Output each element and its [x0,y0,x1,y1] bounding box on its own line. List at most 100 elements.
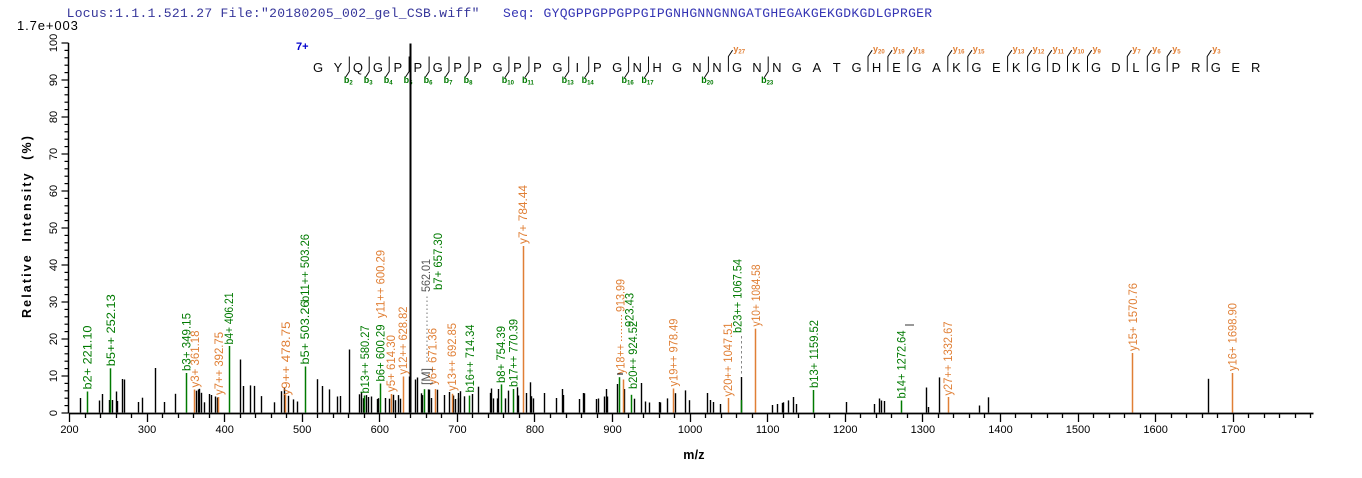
svg-text:H: H [872,60,881,75]
svg-text:y9: y9 [1093,44,1102,56]
svg-text:y20: y20 [873,44,885,56]
svg-text:b13+ 1159.52: b13+ 1159.52 [807,320,821,388]
svg-text:D: D [1111,60,1120,75]
svg-text:y6: y6 [1152,44,1161,56]
svg-text:y19: y19 [893,44,905,56]
svg-text:90: 90 [48,74,60,86]
svg-text:Y: Y [334,60,343,75]
svg-text:20: 20 [48,333,60,345]
svg-text:G: G [492,60,502,75]
svg-text:b6: b6 [424,75,434,87]
svg-text:60: 60 [48,185,60,197]
svg-text:b5++ 252.13: b5++ 252.13 [104,294,118,366]
svg-text:300: 300 [138,424,156,436]
svg-text:b16: b16 [622,75,635,87]
svg-text:G: G [971,60,981,75]
svg-text:b11: b11 [522,75,535,87]
svg-text:600: 600 [371,424,389,436]
svg-text:400: 400 [216,424,234,436]
svg-text:b10: b10 [502,75,515,87]
svg-text:y27++ 1332.67: y27++ 1332.67 [941,321,955,395]
svg-text:b2: b2 [344,75,354,87]
svg-text:b2+ 221.10: b2+ 221.10 [81,325,95,389]
svg-text:y19++ 978.49: y19++ 978.49 [667,318,681,386]
svg-text:G: G [373,60,383,75]
svg-text:G: G [552,60,562,75]
svg-text:y12: y12 [1033,44,1045,56]
svg-text:1000: 1000 [678,424,702,436]
svg-text:Relative Intensity (%): Relative Intensity (%) [20,134,34,318]
svg-text:200: 200 [60,424,78,436]
svg-text:900: 900 [603,424,621,436]
svg-text:m/z: m/z [683,448,704,462]
svg-text:G: G [612,60,622,75]
svg-text:P: P [473,60,482,75]
svg-text:y13: y13 [1013,44,1025,56]
svg-text:y7++ 392.75: y7++ 392.75 [212,332,226,395]
svg-text:1300: 1300 [911,424,935,436]
svg-text:7+: 7+ [296,41,309,53]
svg-text:700: 700 [448,424,466,436]
svg-text:800: 800 [526,424,544,436]
svg-text:1200: 1200 [833,424,857,436]
svg-text:T: T [833,60,841,75]
svg-text:1700: 1700 [1221,424,1245,436]
svg-text:R: R [1251,60,1260,75]
svg-text:b16++ 714.34: b16++ 714.34 [463,324,477,392]
svg-text:40: 40 [48,259,60,271]
svg-text:913.99: 913.99 [614,279,628,312]
svg-text:K: K [1012,60,1021,75]
svg-text:b3+ 349.15: b3+ 349.15 [179,313,193,371]
svg-text:100: 100 [48,34,60,52]
svg-text:80: 80 [48,111,60,123]
svg-text:y13++ 692.85: y13++ 692.85 [445,323,459,391]
svg-text:A: A [932,60,941,75]
svg-text:10: 10 [48,370,60,382]
svg-text:N: N [692,60,701,75]
svg-text:b7+ 657.30: b7+ 657.30 [431,233,445,290]
svg-text:y5: y5 [1172,44,1181,56]
svg-text:D: D [1052,60,1061,75]
svg-text:1400: 1400 [988,424,1012,436]
svg-text:R: R [1191,60,1200,75]
svg-text:b20: b20 [701,75,714,87]
svg-text:1.7e+003: 1.7e+003 [17,18,79,33]
svg-text:1500: 1500 [1066,424,1090,436]
svg-text:y18: y18 [913,44,925,56]
svg-text:b20++ 924.52: b20++ 924.52 [626,321,640,389]
svg-text:Q: Q [353,60,363,75]
svg-text:H: H [652,60,661,75]
svg-text:b13: b13 [562,75,575,87]
svg-text:y10+ 1084.58: y10+ 1084.58 [749,264,763,326]
svg-text:Locus:1.1.1.521.27 File:"20180: Locus:1.1.1.521.27 File:"20180205_002_ge… [67,6,480,21]
svg-text:E: E [1231,60,1240,75]
svg-text:G: G [313,60,323,75]
svg-text:y10: y10 [1073,44,1085,56]
svg-text:y6+ 671.36: y6+ 671.36 [426,328,440,385]
svg-text:G: G [792,60,802,75]
svg-text:E: E [992,60,1001,75]
svg-text:b11++ 503.26: b11++ 503.26 [298,234,312,302]
svg-text:G: G [732,60,742,75]
svg-text:50: 50 [48,222,60,234]
svg-text:y12++ 628.82: y12++ 628.82 [396,306,410,374]
svg-text:b4+ 406.21: b4+ 406.21 [222,292,236,344]
svg-text:K: K [1072,60,1081,75]
svg-text:y18++: y18++ [614,344,628,374]
svg-text:b17: b17 [641,75,654,87]
svg-text:b3: b3 [364,75,374,87]
svg-text:30: 30 [48,296,60,308]
svg-text:G: G [911,60,921,75]
svg-text:y11: y11 [1053,44,1065,56]
svg-text:y11++ 600.29: y11++ 600.29 [373,250,387,318]
svg-text:923.43: 923.43 [623,293,637,327]
svg-text:N: N [633,60,642,75]
svg-text:b13++ 580.27: b13++ 580.27 [358,325,372,393]
svg-text:0: 0 [48,410,60,416]
svg-text:P: P [533,60,542,75]
svg-text:G: G [1091,60,1101,75]
svg-text:G: G [1211,60,1221,75]
svg-text:b17++ 770.39: b17++ 770.39 [506,319,520,387]
svg-text:y15+ 1570.76: y15+ 1570.76 [1126,283,1140,351]
svg-text:70: 70 [48,148,60,160]
